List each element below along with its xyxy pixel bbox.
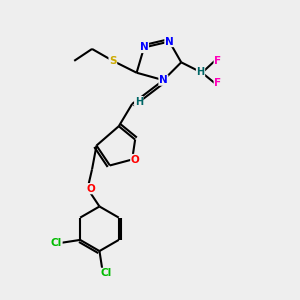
- Text: H: H: [196, 67, 205, 77]
- Text: Cl: Cl: [100, 268, 112, 278]
- Text: H: H: [135, 97, 143, 106]
- Text: O: O: [131, 154, 140, 164]
- Text: O: O: [86, 184, 95, 194]
- Text: F: F: [214, 56, 221, 66]
- Text: S: S: [109, 56, 117, 66]
- Text: N: N: [159, 75, 168, 85]
- Text: N: N: [140, 43, 148, 52]
- Text: F: F: [214, 78, 221, 88]
- Text: N: N: [165, 37, 174, 46]
- Text: Cl: Cl: [51, 238, 62, 248]
